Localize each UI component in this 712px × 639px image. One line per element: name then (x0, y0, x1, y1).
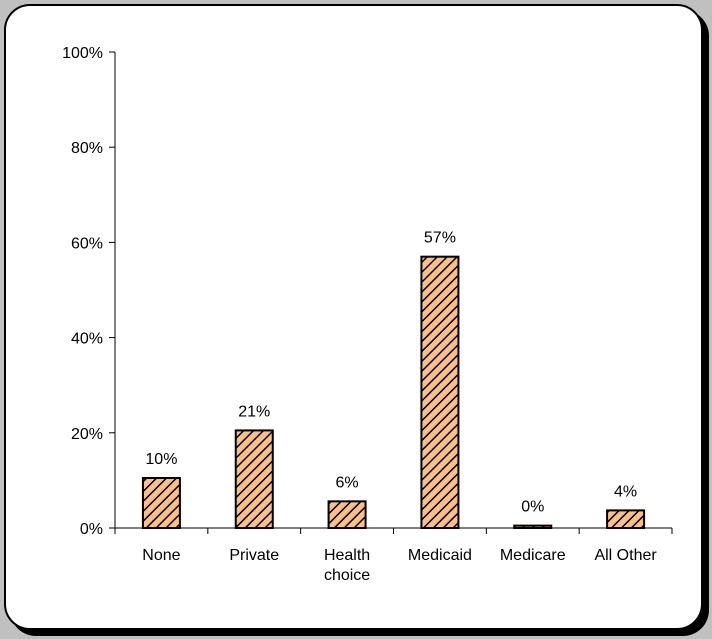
bar (606, 509, 646, 529)
y-tick-label: 100% (62, 45, 103, 62)
bars (141, 255, 646, 530)
x-tick-label: Private (229, 547, 279, 564)
y-tick-label: 60% (71, 235, 103, 252)
bar (420, 255, 460, 529)
y-tick-label: 80% (71, 140, 103, 157)
x-tick-label: Medicaid (408, 547, 472, 564)
bar-value-label: 21% (238, 403, 270, 420)
bar (234, 429, 274, 530)
x-axis: None Private Health choice Medicaid Medicare A… (114, 527, 673, 584)
y-tick-label: 40% (71, 331, 103, 348)
y-axis: 0% 20% 40% 60% 80% 100% (62, 45, 116, 538)
x-tick-label: None (142, 547, 180, 564)
bar (327, 500, 367, 529)
x-tick-label: Medicare (500, 547, 566, 564)
bar-value-label: 10% (145, 451, 177, 468)
bar-value-label: 57% (424, 230, 456, 247)
bar-value-label: 4% (614, 483, 637, 500)
x-tick-label: Health (324, 547, 370, 564)
x-tick-label: All Other (594, 547, 657, 564)
x-tick-label: choice (324, 567, 370, 584)
bar (513, 524, 553, 529)
y-tick-label: 20% (71, 426, 103, 443)
y-tick-label: 0% (80, 521, 103, 538)
bar-value-label: 0% (521, 499, 544, 516)
bar-value-label: 6% (336, 474, 359, 491)
data-labels: 10% 21% 6% 57% 0% 4% (145, 230, 637, 516)
bar (141, 477, 181, 529)
